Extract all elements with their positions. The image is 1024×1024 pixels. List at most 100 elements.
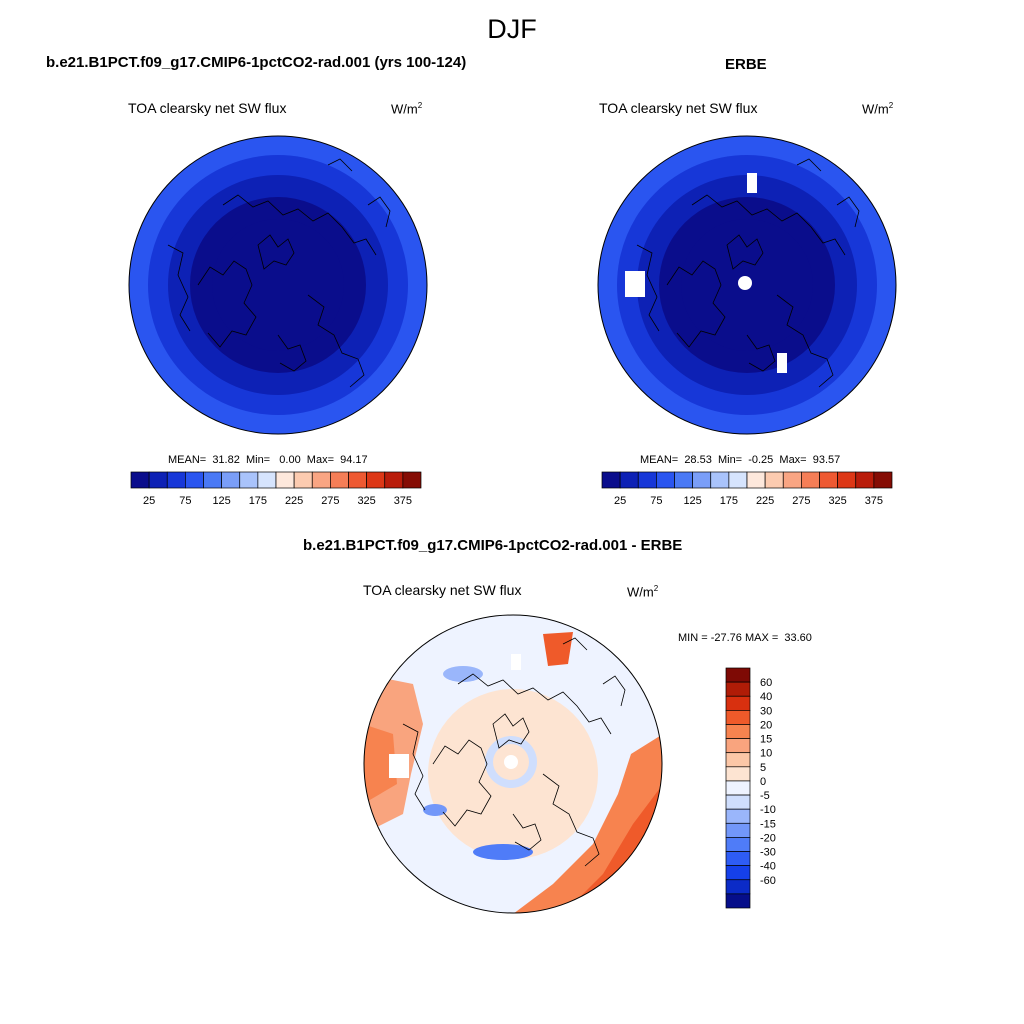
model-map-border xyxy=(128,135,428,435)
diff-colorbar-tick-label: -60 xyxy=(760,875,776,887)
obs-colorbar-swatch xyxy=(764,471,784,489)
diff-contour-band xyxy=(443,666,483,682)
diff-colorbar-swatch xyxy=(725,879,751,895)
diff-colorbar-swatch xyxy=(725,766,751,782)
obs-colorbar-swatch xyxy=(601,471,621,489)
obs-stats: MEAN= 28.53 Min= -0.25 Max= 93.57 xyxy=(640,454,841,466)
obs-colorbar-tick-label: 325 xyxy=(828,495,846,507)
diff-field xyxy=(364,615,662,913)
model-colorbar-tick-label: 25 xyxy=(143,495,155,507)
diff-coastline xyxy=(432,739,492,827)
obs-colorbar-tick-label: 125 xyxy=(683,495,701,507)
model-coastline xyxy=(277,334,307,372)
obs-colorbar-swatch xyxy=(674,471,693,489)
obs-missing-region xyxy=(738,276,752,290)
model-colorbar-swatch xyxy=(221,471,241,489)
diff-colorbar-tick-label: 15 xyxy=(760,734,772,746)
model-colorbar-tick-label: 125 xyxy=(212,495,230,507)
diff-coastline xyxy=(492,713,530,749)
diff-contour-band xyxy=(543,632,573,666)
diff-colorbar-swatch xyxy=(725,822,751,838)
diff-colorbar-tick-label: -10 xyxy=(760,804,776,816)
model-coastline xyxy=(222,194,377,256)
obs-colorbar-swatch xyxy=(855,471,875,489)
diff-colorbar-swatch xyxy=(725,681,751,697)
diff-colorbar-swatch xyxy=(725,851,751,866)
obs-colorbar: 25 75 125 175 225 275 325 375 xyxy=(601,471,893,507)
diff-colorbar-tick-label: 60 xyxy=(760,677,772,689)
diff-coastline xyxy=(542,773,600,867)
obs-coastline xyxy=(666,260,726,348)
diff-missing-region xyxy=(511,654,521,670)
obs-colorbar-swatch xyxy=(692,471,712,489)
obs-colorbar-swatch xyxy=(619,471,639,489)
model-colorbar-tick-label: 375 xyxy=(394,495,412,507)
obs-colorbar-swatch xyxy=(837,471,857,489)
diff-missing-region xyxy=(504,755,518,769)
obs-field xyxy=(598,136,896,434)
model-colorbar-swatch xyxy=(366,471,386,489)
model-colorbar-tick-label: 225 xyxy=(285,495,303,507)
obs-colorbar-swatch xyxy=(637,471,657,489)
diff-colorbar-tick-label: 20 xyxy=(760,719,772,731)
diff-colorbar-swatch xyxy=(725,695,751,711)
obs-colorbar-tick-label: 225 xyxy=(756,495,774,507)
obs-colorbar-tick-label: 25 xyxy=(614,495,626,507)
model-coastline xyxy=(167,244,191,332)
diff-colorbar-tick-label: 0 xyxy=(760,776,766,788)
obs-colorbar-swatch xyxy=(801,471,820,489)
model-coastline xyxy=(327,158,353,172)
diff-coastline xyxy=(512,813,542,851)
model-colorbar-tick-label: 275 xyxy=(321,495,339,507)
diff-colorbar-swatch xyxy=(725,738,751,754)
diff-colorbar-swatch xyxy=(725,752,751,768)
diff-colorbar-tick-label: -40 xyxy=(760,861,776,873)
diff-colorbar-tick-label: -30 xyxy=(760,847,776,859)
model-colorbar-swatch xyxy=(275,471,295,489)
model-colorbar: 25 75 125 175 225 275 325 375 xyxy=(130,471,422,507)
model-colorbar-swatch xyxy=(311,471,331,489)
obs-coastline xyxy=(636,244,660,332)
model-colorbar-swatch xyxy=(257,471,277,489)
diff-panel-units: W/m2 xyxy=(627,584,659,600)
figure-title: DJF xyxy=(487,14,537,44)
diff-coastline xyxy=(562,637,588,651)
model-colorbar-swatch xyxy=(330,471,349,489)
obs-colorbar-tick-label: 375 xyxy=(865,495,883,507)
model-coastline xyxy=(367,196,391,228)
diff-colorbar-swatch xyxy=(725,865,751,881)
obs-colorbar-swatch xyxy=(873,471,893,489)
diff-contour-band xyxy=(423,804,447,816)
obs-missing-region xyxy=(777,353,787,373)
model-colorbar-tick-label: 325 xyxy=(357,495,375,507)
diff-contour-band xyxy=(364,724,397,804)
diff-colorbar-swatch xyxy=(725,667,751,683)
diff-map-border xyxy=(363,614,663,914)
obs-missing-region xyxy=(747,173,757,193)
model-polar-map xyxy=(128,135,428,435)
diff-panel-subtitle: TOA clearsky net SW flux xyxy=(363,582,522,598)
obs-panel-title: ERBE xyxy=(725,56,767,73)
obs-coastline xyxy=(746,334,776,372)
diff-contour-band xyxy=(473,844,533,860)
diff-colorbar-swatch xyxy=(725,837,751,852)
model-colorbar-tick-label: 75 xyxy=(179,495,191,507)
obs-missing-region xyxy=(625,271,645,297)
diff-polar-map xyxy=(363,614,663,914)
obs-coastline xyxy=(691,194,846,256)
diff-colorbar-tick-label: 10 xyxy=(760,748,772,760)
diff-colorbar-tick-label: 5 xyxy=(760,762,766,774)
obs-panel-units: W/m2 xyxy=(862,101,894,117)
model-panel-subtitle: TOA clearsky net SW flux xyxy=(128,100,287,116)
diff-colorbar-swatch xyxy=(725,794,751,810)
diff-coastline xyxy=(602,675,626,707)
diff-colorbar-swatch xyxy=(725,893,751,909)
obs-polar-map xyxy=(597,135,897,435)
diff-colorbar-tick-label: -15 xyxy=(760,818,776,830)
diff-colorbar-swatch xyxy=(725,808,751,824)
model-colorbar-swatch xyxy=(239,471,259,489)
obs-panel-subtitle: TOA clearsky net SW flux xyxy=(599,100,758,116)
model-coastline xyxy=(307,294,365,388)
obs-colorbar-swatch xyxy=(656,471,675,489)
diff-colorbar-swatch xyxy=(725,780,751,796)
